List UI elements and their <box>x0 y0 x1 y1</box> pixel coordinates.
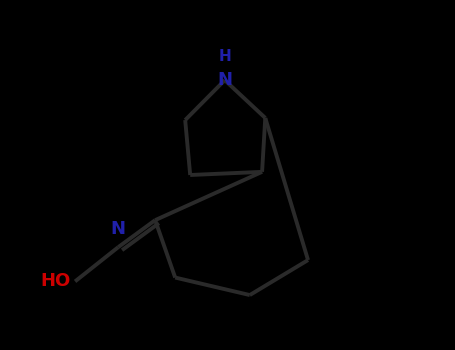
Text: N: N <box>217 71 232 89</box>
Text: N: N <box>111 220 126 238</box>
Text: HO: HO <box>40 272 71 290</box>
Text: H: H <box>218 49 231 64</box>
